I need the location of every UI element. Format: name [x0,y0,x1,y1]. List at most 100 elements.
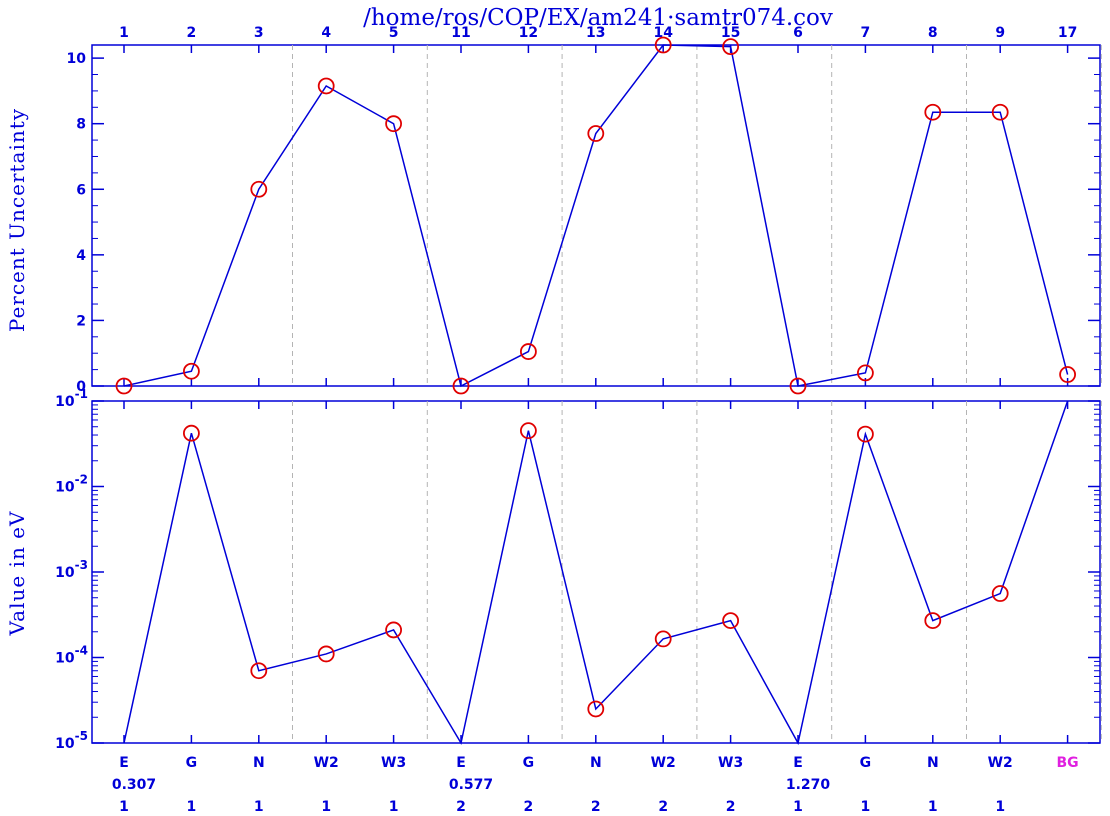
parameter-type-label: N [253,755,265,771]
y-axis-label-value: Value in eV [5,511,29,637]
parameter-index-label: 1 [119,25,129,41]
uncertainty-point [1059,366,1076,383]
value-point [520,422,537,440]
value-point [182,424,200,442]
parameter-type-label: E [793,755,803,771]
y-tick-label: 0 [76,379,86,395]
parameter-type-label: W3 [718,755,743,771]
y-tick-label: 10-3 [55,558,88,581]
spin-group-label: 2 [591,799,601,815]
uncertainty-point [250,180,268,198]
uncertainty-point [587,125,605,142]
uncertainty-point [317,77,335,95]
plot-frame-top [91,44,1101,387]
spin-group-label: 1 [254,799,264,815]
parameter-index-label: 15 [721,25,740,41]
value-point [991,585,1009,602]
parameter-type-label: G [523,755,535,771]
parameter-type-label: BG [1057,755,1079,771]
y-tick-label: 10-5 [55,729,88,752]
uncertainty-point [182,362,200,380]
value-point [654,630,672,648]
spin-group-label: 2 [726,799,736,815]
y-tick-label: 2 [76,313,86,329]
y-tick-exponent: -5 [75,729,88,743]
parameter-type-label: N [927,755,939,771]
parameter-type-label: W2 [651,755,676,771]
parameter-index-label: 17 [1058,25,1077,41]
parameter-type-label: G [186,755,198,771]
y-tick-label: 10-4 [55,644,88,667]
value-point [250,662,268,680]
spin-group-label: 1 [793,799,803,815]
uncertainty-point [991,103,1009,121]
spin-group-label: 2 [524,799,534,815]
parameter-index-label: 6 [793,25,803,41]
y-tick-exponent: -1 [75,387,88,401]
y-tick-label: 10-1 [55,387,88,410]
resonance-energy-label: 0.577 [449,777,493,793]
uncertainty-point [857,364,874,382]
y-tick-label: 4 [76,248,86,264]
parameter-index-label: 2 [187,25,197,41]
resonance-energy-label: 0.307 [112,777,156,793]
y-tick-exponent: -2 [75,473,88,487]
parameter-index-label: 9 [995,25,1005,41]
uncertainty-point [789,377,807,395]
y-tick-label: 6 [76,182,86,198]
spin-group-label: 1 [861,799,871,815]
value-point [924,612,942,630]
value-point [385,621,403,639]
resonance-energy-label: 1.270 [786,777,831,793]
parameter-index-label: 8 [928,25,938,41]
y-tick-label: 10-2 [55,473,88,496]
parameter-index-label: 14 [653,25,673,41]
parameter-type-label: E [456,755,466,771]
value-point [587,700,605,718]
spin-group-label: 1 [187,799,197,815]
uncertainty-series-line [123,44,1069,388]
parameter-index-label: 12 [519,25,538,41]
spin-group-label: 2 [456,799,466,815]
parameter-index-label: 13 [586,25,605,41]
spin-group-label: 1 [321,799,331,815]
value-panel: 10-510-410-310-210-1E0.3071G1N1W21W31E0.… [55,387,1102,815]
parameter-type-label: W2 [314,755,339,771]
spin-group-label: 1 [119,799,129,815]
y-tick-exponent: -3 [75,558,88,572]
spin-group-label: 1 [389,799,399,815]
parameter-type-label: E [119,755,129,771]
chart-title: /home/ros/COP/EX/am241·samtr074.cov [363,5,833,31]
y-tick-exponent: -4 [75,644,88,658]
y-tick-label: 8 [76,117,86,133]
value-point [317,645,335,663]
parameter-type-label: W3 [381,755,406,771]
parameter-index-label: 7 [861,25,871,41]
value-point [722,612,739,630]
parameter-index-label: 3 [254,25,264,41]
parameter-index-label: 11 [451,25,470,41]
uncertainty-point [452,377,470,395]
y-tick-base: 10 [55,651,75,667]
uncertainty-point [722,38,739,56]
spin-group-label: 1 [928,799,938,815]
y-tick-base: 10 [55,565,75,581]
parameter-index-label: 4 [321,25,331,41]
uncertainty-point [115,377,133,395]
parameter-type-label: N [590,755,602,771]
parameter-type-label: W2 [988,755,1013,771]
y-tick-base: 10 [55,480,75,496]
y-tick-label: 10 [67,51,87,67]
value-point [857,425,874,443]
parameter-index-label: 5 [389,25,399,41]
y-tick-base: 10 [55,394,75,410]
spin-group-label: 1 [995,799,1005,815]
y-tick-base: 10 [55,736,75,752]
parameter-type-label: G [860,755,872,771]
uncertainty-point [654,36,672,54]
spin-group-label: 2 [658,799,668,815]
uncertainty-point [385,115,403,133]
value-series-line [123,400,1069,746]
